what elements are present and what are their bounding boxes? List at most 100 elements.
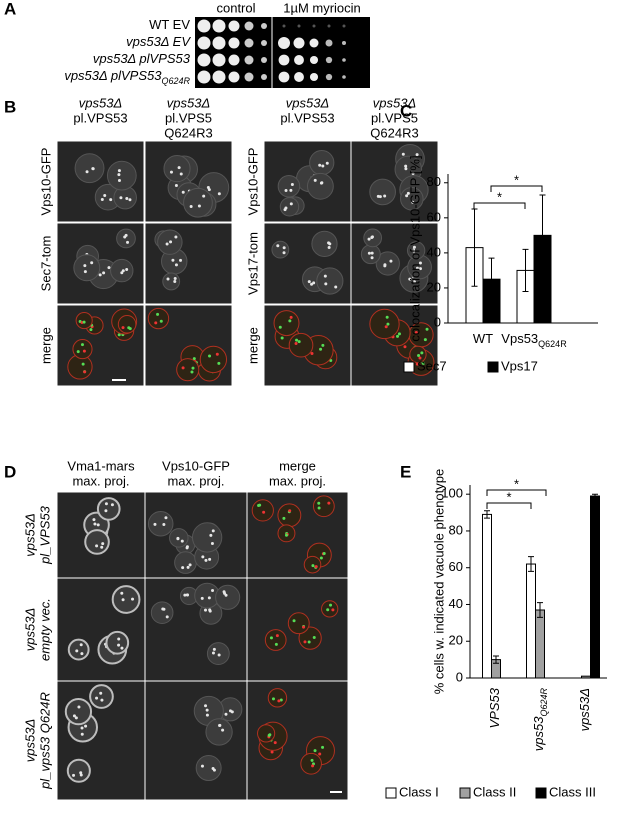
cell-dot <box>414 331 418 335</box>
cell-dot <box>294 341 298 345</box>
cell <box>110 258 134 283</box>
cell <box>309 149 335 176</box>
cell <box>105 630 130 655</box>
cell-dot <box>174 263 178 267</box>
y-tick-label: 20 <box>427 279 441 294</box>
cell-dot <box>404 164 408 168</box>
colony-spot <box>261 57 267 63</box>
colony-spot <box>228 54 240 66</box>
cell <box>195 755 222 782</box>
cell-dot <box>98 273 102 277</box>
column-header: max. proj. <box>72 473 129 488</box>
legend-label: Class II <box>473 784 516 799</box>
x-tick-label-main: vps53 <box>531 716 546 751</box>
column-header: vps53Δ <box>373 95 416 110</box>
cell-dot <box>153 522 157 526</box>
cell-dot <box>411 200 415 204</box>
cell-dot <box>120 591 124 595</box>
y-tick-label: 20 <box>449 633 463 648</box>
cell-dot <box>110 503 114 507</box>
cell <box>64 698 93 726</box>
colony-spot <box>342 24 346 28</box>
significance-bracket <box>490 185 543 192</box>
cell <box>116 228 136 249</box>
cell <box>273 310 300 337</box>
colony-spot <box>309 38 319 48</box>
y-tick-label: 100 <box>441 486 463 501</box>
cell-dot <box>186 565 190 569</box>
cell-dot <box>370 256 374 260</box>
cell-dot <box>323 274 327 278</box>
cell-dot <box>367 237 371 241</box>
bar <box>482 513 492 679</box>
significance-label: * <box>506 489 511 504</box>
cell-dot <box>313 178 317 182</box>
column-header: pl.VPS53 <box>280 110 334 125</box>
cell-dot <box>282 516 286 520</box>
cell-dot <box>126 240 130 244</box>
cell-dot <box>280 336 284 340</box>
row-label: Vps10-GFP <box>38 148 53 216</box>
cell-dot <box>425 327 429 331</box>
cell-dot <box>154 321 158 325</box>
cell-dot <box>93 522 97 526</box>
strain-label-main: WT EV <box>149 17 190 32</box>
cell-dot <box>270 750 274 754</box>
cell-dot <box>205 708 209 712</box>
error-bar <box>484 510 490 519</box>
colony-spot <box>244 38 254 48</box>
cell-dot <box>418 356 422 360</box>
cell-dot <box>210 542 214 546</box>
cell-dot <box>367 251 371 255</box>
column-header: pl.VPS5 <box>165 110 212 125</box>
cell-dot <box>208 557 212 561</box>
x-tick-label: vps53Q624R <box>531 688 549 752</box>
cell-dot <box>79 771 83 775</box>
cell <box>162 272 181 291</box>
cell-dot <box>165 242 169 246</box>
cell-dot <box>204 558 208 562</box>
cell <box>147 307 170 330</box>
cell-dot <box>121 326 125 330</box>
colony-spot <box>261 40 267 46</box>
colony-spot <box>278 37 290 49</box>
cell <box>150 601 174 625</box>
row-label: Sec7-tom <box>38 236 53 292</box>
cell-dot <box>217 192 221 196</box>
cell <box>257 724 276 743</box>
cell-dot <box>282 251 286 255</box>
error-bar <box>471 208 478 287</box>
cell-dot <box>404 167 408 171</box>
x-tick-label-main: WT <box>473 331 493 346</box>
column-header: vps53Δ <box>79 95 122 110</box>
cell-dot <box>412 280 416 284</box>
y-axis-label: colocalization of Vps10-GFP [%] <box>407 155 422 341</box>
cell <box>67 638 90 661</box>
cell-dot <box>284 533 288 537</box>
cell-dot <box>292 619 296 623</box>
cell-dot <box>418 267 422 271</box>
cell-dot <box>397 332 401 336</box>
cell-dot <box>283 208 287 212</box>
y-tick-label: 60 <box>427 209 441 224</box>
cell <box>277 503 302 528</box>
cell <box>298 626 322 650</box>
colony-spot <box>325 73 333 81</box>
cell-dot <box>284 189 288 193</box>
cell-dot <box>319 556 323 560</box>
cell-dot <box>99 691 103 695</box>
cell-dot <box>224 712 228 716</box>
legend-label: Class I <box>399 784 439 799</box>
column-header: Vps10-GFP <box>162 458 230 473</box>
panel-label: D <box>4 462 16 481</box>
cell <box>206 642 230 666</box>
strain-label-sub: Q624R <box>161 76 190 86</box>
cell <box>288 332 314 358</box>
strain-label: vps53Δ EV <box>126 34 191 49</box>
cell-dot <box>420 351 424 355</box>
cell-dot <box>192 357 196 361</box>
colony-spot <box>261 23 267 29</box>
cell-dot <box>202 194 206 198</box>
cell-dot <box>189 204 193 208</box>
legend-swatch <box>385 787 397 799</box>
